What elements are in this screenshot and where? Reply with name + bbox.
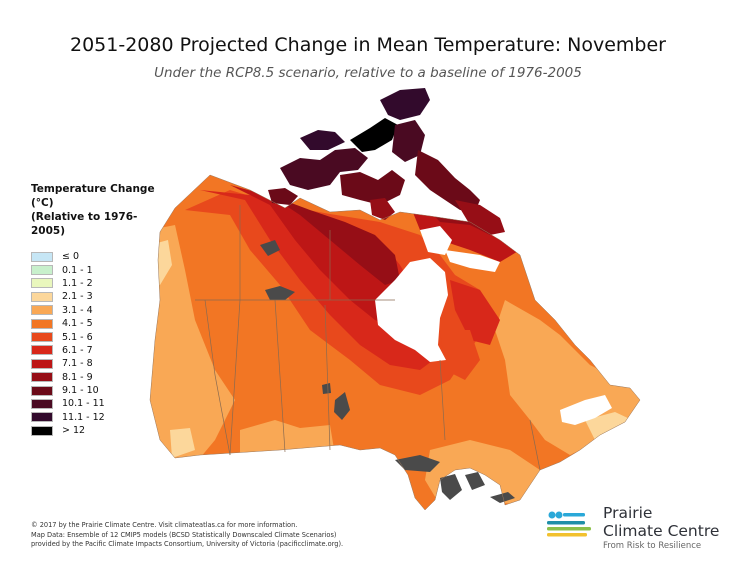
legend-label: 10.1 - 11 [62, 398, 105, 410]
legend-item: 8.1 - 9 [31, 371, 171, 384]
legend-title-line1: Temperature Change (°C) [31, 183, 155, 209]
legend-swatch [31, 332, 53, 343]
legend-label: 8.1 - 9 [62, 371, 93, 383]
legend-label: 3.1 - 4 [62, 304, 93, 316]
legend-item: 0.1 - 1 [31, 263, 171, 276]
prairie-climate-centre-logo: Prairie Climate Centre From Risk to Resi… [545, 504, 725, 551]
legend-item: ≤ 0 [31, 250, 171, 263]
legend-swatch [31, 278, 53, 289]
legend-item: 7.1 - 8 [31, 357, 171, 370]
logo-tagline: From Risk to Resilience [603, 541, 702, 551]
legend-item: 10.1 - 11 [31, 397, 171, 410]
map-subtitle: Under the RCP8.5 scenario, relative to a… [154, 65, 582, 81]
legend-label: 4.1 - 5 [62, 318, 93, 330]
legend-swatch [31, 385, 53, 396]
hudson-bay [375, 258, 448, 362]
legend-label: > 12 [62, 425, 86, 437]
legend-label: 7.1 - 8 [62, 358, 93, 370]
legend-swatch [31, 291, 53, 302]
lakes [260, 240, 515, 503]
logo-name: Prairie Climate Centre [603, 504, 720, 540]
zone-prairies-3-4 [240, 420, 335, 460]
legend-item: 6.1 - 7 [31, 344, 171, 357]
legend-swatch [31, 412, 53, 423]
legend-swatch [31, 372, 53, 383]
arctic-islands [268, 88, 505, 235]
logo-icon [547, 511, 591, 537]
hudson-strait [445, 250, 500, 272]
zone-quebec-north-6-7 [450, 280, 500, 345]
legend-swatch [31, 265, 53, 276]
legend-title-line2: (Relative to 1976-2005) [31, 211, 138, 237]
legend-label: ≤ 0 [62, 251, 80, 263]
legend-label: 9.1 - 10 [62, 385, 99, 397]
legend-label: 5.1 - 6 [62, 331, 93, 343]
gulf-st-lawrence [560, 395, 612, 425]
legend-swatch [31, 305, 53, 316]
legend-swatch [31, 251, 53, 262]
legend-item: 3.1 - 4 [31, 304, 171, 317]
zone-band-7-8 [230, 185, 415, 330]
footer-line-2: Map Data: Ensemble of 12 CMIP5 models (B… [31, 530, 337, 539]
legend-swatch [31, 398, 53, 409]
legend-title: Temperature Change (°C) (Relative to 197… [31, 182, 171, 238]
land-outline [149, 174, 641, 511]
legend-swatch [31, 318, 53, 329]
legend-item: > 12 [31, 424, 171, 437]
legend-item: 9.1 - 10 [31, 384, 171, 397]
zone-west-3-4 [150, 225, 235, 470]
legend-label: 11.1 - 12 [62, 411, 105, 423]
legend-swatch [31, 358, 53, 369]
legend-item: 5.1 - 6 [31, 330, 171, 343]
foxe-basin [420, 226, 452, 255]
map-title: 2051-2080 Projected Change in Mean Tempe… [70, 34, 666, 56]
legend-label: 1.1 - 2 [62, 277, 93, 289]
legend-item: 4.1 - 5 [31, 317, 171, 330]
provincial-boundaries [195, 205, 541, 471]
zone-band-8-9 [270, 195, 400, 285]
legend-item: 1.1 - 2 [31, 277, 171, 290]
footer-line-1: © 2017 by the Prairie Climate Centre. Vi… [31, 521, 298, 529]
legend-items: ≤ 0 0.1 - 1 1.1 - 2 2.1 - 3 3.1 - 4 4.1 - 5 5.… [31, 250, 171, 437]
logo-name-line1: Prairie [603, 504, 653, 522]
legend-label: 0.1 - 1 [62, 264, 93, 276]
footer-line-3: provided by the Pacific Climate Impacts … [31, 540, 344, 548]
legend-swatch [31, 425, 53, 436]
legend-item: 2.1 - 3 [31, 290, 171, 303]
legend: Temperature Change (°C) (Relative to 197… [31, 182, 171, 437]
legend-label: 2.1 - 3 [62, 291, 93, 303]
legend-swatch [31, 345, 53, 356]
footer-credits: © 2017 by the Prairie Climate Centre. Vi… [31, 521, 343, 550]
zone-james-bay-5-6 [440, 330, 480, 380]
legend-label: 6.1 - 7 [62, 344, 93, 356]
zone-southwest-2-3 [170, 428, 195, 458]
logo-name-line2: Climate Centre [603, 521, 720, 540]
legend-item: 11.1 - 12 [31, 411, 171, 424]
